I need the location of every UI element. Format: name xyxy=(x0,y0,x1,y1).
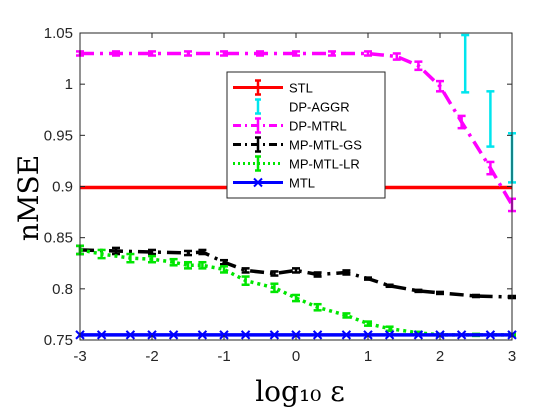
marker-mtl-13-b xyxy=(384,330,395,340)
series-mp-mtl-lr xyxy=(76,244,516,338)
marker-mtl-2-b xyxy=(125,330,136,340)
x-tick-label: -3 xyxy=(73,348,86,365)
y-axis-title: nMSE xyxy=(12,155,45,241)
marker-mtl-7-b xyxy=(240,330,251,340)
y-tick-label: 0.9 xyxy=(52,179,73,196)
marker-mtl-14-b xyxy=(413,330,424,340)
marker-mtl-10-b xyxy=(312,330,323,340)
legend-label: STL xyxy=(289,81,313,96)
legend-entry-dp-aggr: DP-AGGR xyxy=(255,98,350,115)
legend-label: DP-MTRL xyxy=(289,119,347,134)
legend-entry-mp-mtl-lr: MP-MTL-LR xyxy=(233,155,360,172)
marker-mtl-5-b xyxy=(197,330,208,340)
y-tick-label: 0.85 xyxy=(44,230,73,247)
legend-label: MP-MTL-GS xyxy=(289,138,362,153)
marker-mtl-12-b xyxy=(363,330,373,340)
marker-mtl-15-b xyxy=(435,330,445,340)
marker-mtl-6-b xyxy=(219,330,229,340)
series-layer xyxy=(75,33,517,340)
marker-mtl-11-b xyxy=(341,330,352,340)
x-tick-label: 1 xyxy=(364,348,372,365)
marker-mtl-4-b xyxy=(168,330,179,340)
y-tick-label: 1.05 xyxy=(44,25,73,42)
legend-label: DP-AGGR xyxy=(289,100,350,115)
series-line-mp-mtl-gs xyxy=(79,248,513,299)
marker-mtl-16-b xyxy=(456,330,467,340)
legend-box xyxy=(226,71,386,199)
marker-mtl-9-b xyxy=(291,330,301,340)
y-tick-label: 0.75 xyxy=(44,332,73,349)
x-tick-label: -2 xyxy=(145,348,158,365)
marker-mtl-17-b xyxy=(485,330,496,340)
legend-entry-stl: STL xyxy=(233,79,313,96)
x-tick-label: 2 xyxy=(436,348,444,365)
marker-mtl-1-b xyxy=(96,330,107,340)
series-mtl xyxy=(75,330,517,340)
legend: STL DP-AGGR DP-MTRL MP-MTL-GS MP-MTL-LR MTL xyxy=(226,71,386,199)
y-tick-label: 0.95 xyxy=(44,127,73,144)
x-tick-label: 0 xyxy=(292,348,300,365)
marker-mtl-3-b xyxy=(147,330,157,340)
legend-label: MTL xyxy=(289,176,315,191)
x-tick-label: 3 xyxy=(508,348,516,365)
y-tick-label: 1 xyxy=(65,76,73,93)
x-tick-label: -1 xyxy=(217,348,230,365)
legend-entry-mp-mtl-gs: MP-MTL-GS xyxy=(233,136,362,153)
legend-label: MP-MTL-LR xyxy=(289,157,360,172)
axes-layer: -3 -2 -1 0 1 2 3 0.75 0.8 0.85 0.9 0.95 1 1.05 xyxy=(44,25,516,365)
marker-mtl-8-b xyxy=(269,330,280,340)
x-axis-title: log₁₀ ε xyxy=(255,375,345,408)
legend-entry-mtl: MTL xyxy=(233,176,315,191)
legend-marker-x-b xyxy=(253,177,263,188)
legend-entry-dp-mtrl: DP-MTRL xyxy=(233,117,347,134)
y-tick-label: 0.8 xyxy=(52,281,73,298)
